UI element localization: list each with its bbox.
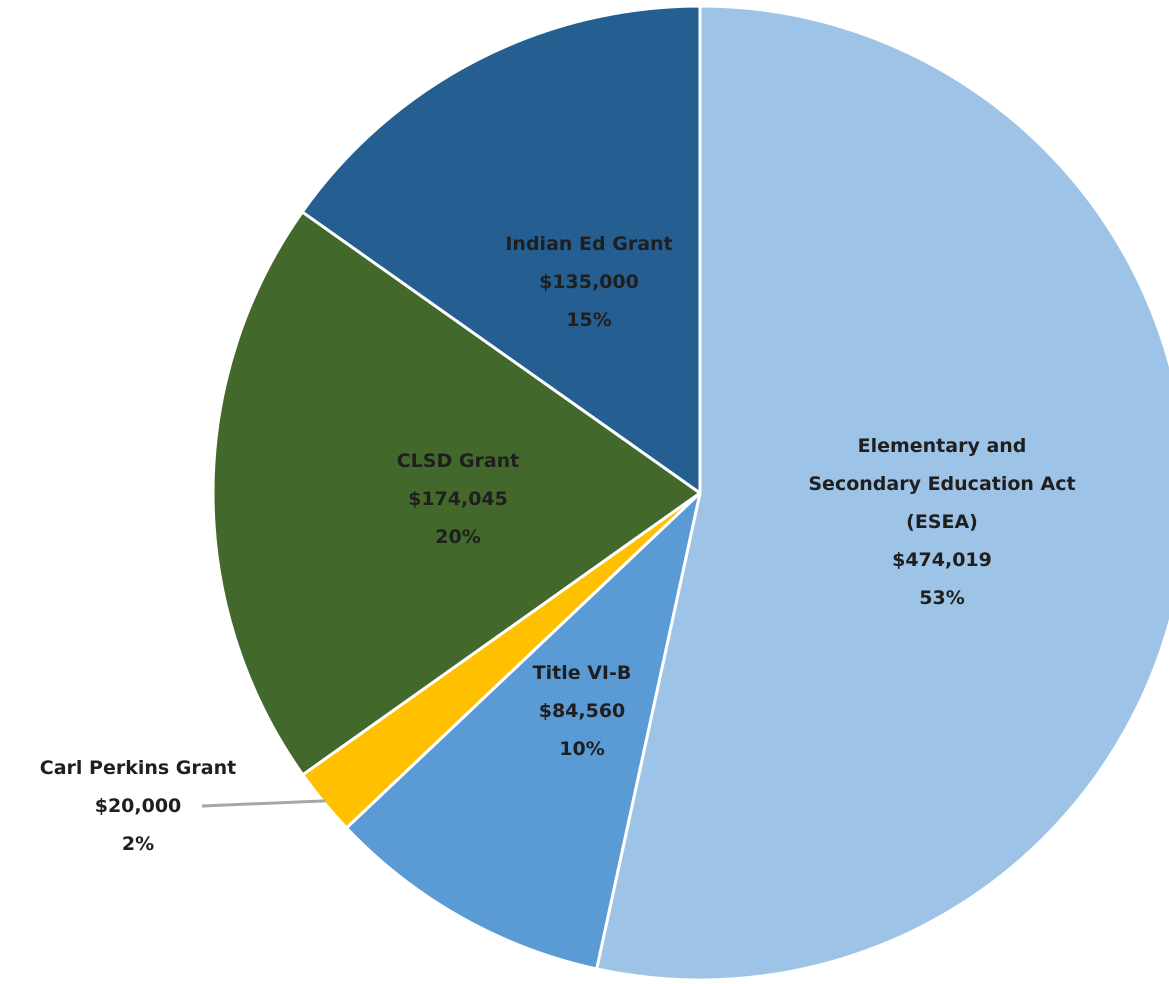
pie-slices [211, 4, 1169, 982]
slice-label-3: CLSD Grant $174,045 20% [397, 450, 520, 548]
slice-labels: Elementary and Secondary Education Act (ES… [40, 233, 1076, 855]
slice-label-4: Indian Ed Grant $135,000 15% [505, 233, 672, 331]
pie-slice-3 [211, 210, 702, 777]
leader-lines [201, 799, 326, 808]
slice-label-1: Title VI-B $84,560 10% [533, 662, 632, 760]
slice-label-2: Carl Perkins Grant $20,000 2% [40, 757, 236, 855]
leader-line-2 [201, 799, 326, 808]
slice-label-0: Elementary and Secondary Education Act (ES… [808, 435, 1075, 609]
pie-slice-0 [595, 4, 1169, 982]
pie-slice-4 [300, 4, 702, 495]
pie-slice-1 [344, 491, 702, 971]
